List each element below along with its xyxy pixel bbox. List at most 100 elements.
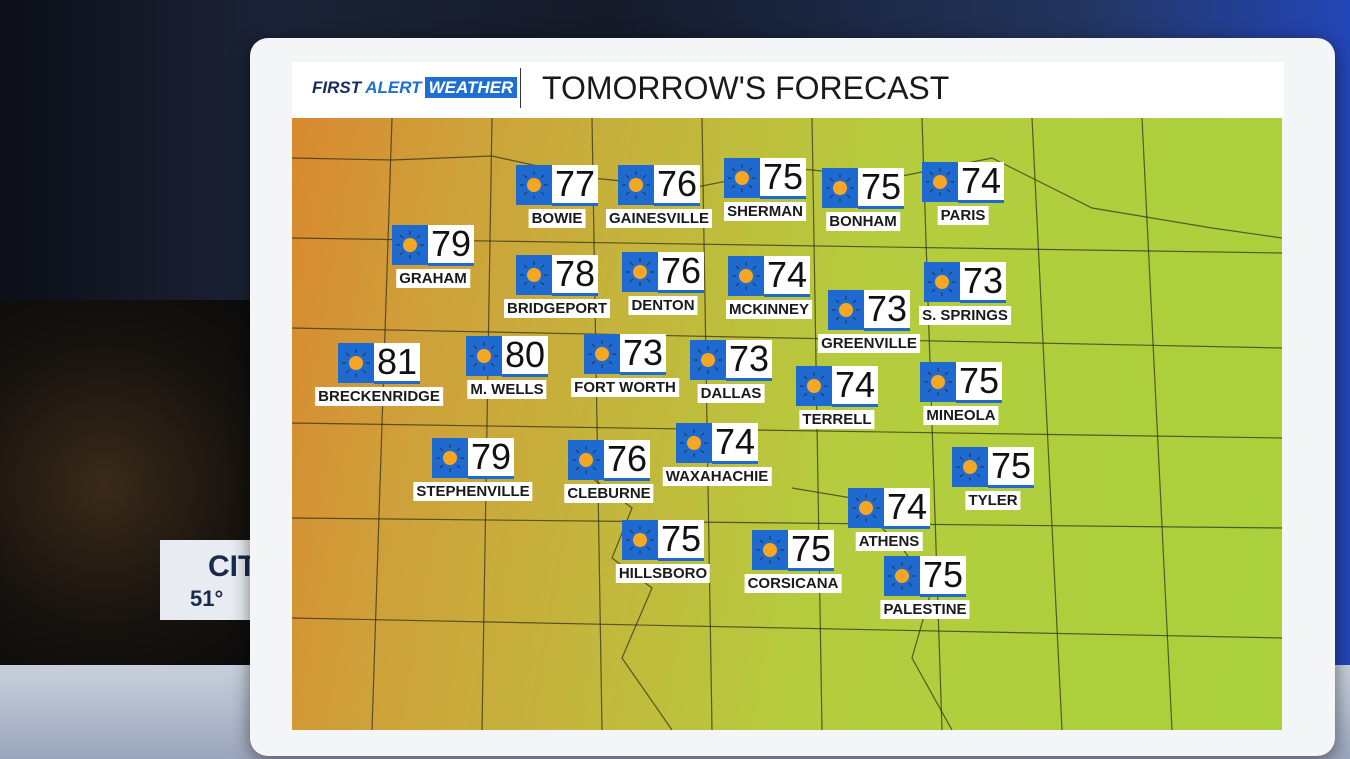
- city-name: PALESTINE: [880, 600, 970, 619]
- sun-ray: [976, 456, 981, 461]
- sun: [701, 353, 715, 367]
- city-temp: 74: [712, 423, 758, 464]
- sun-ray: [416, 251, 421, 256]
- sun: [807, 379, 821, 393]
- weather-icon: [392, 225, 428, 265]
- county-line: [591, 118, 603, 730]
- city-temp: 76: [604, 440, 650, 481]
- city-temp: 80: [502, 336, 548, 377]
- city-name: STEPHENVILLE: [413, 482, 533, 501]
- sun-ray: [927, 388, 932, 393]
- sun-ray: [629, 261, 634, 266]
- sun-ray: [735, 282, 740, 287]
- weather-icon: [618, 165, 654, 205]
- sun-ray: [591, 343, 596, 348]
- sun-ray: [803, 392, 808, 397]
- sun-ray: [362, 369, 367, 374]
- sun-ray: [846, 194, 851, 199]
- weather-icon: [924, 262, 960, 302]
- sun-ray: [345, 352, 350, 357]
- sun-icon: [826, 174, 854, 202]
- weather-icon: [568, 440, 604, 480]
- sun-ray: [439, 464, 444, 469]
- weather-icon: [584, 334, 620, 374]
- weather-icon: [920, 362, 956, 402]
- sun: [735, 171, 749, 185]
- sun-icon: [756, 536, 784, 564]
- city-name: BRECKENRIDGE: [315, 387, 443, 406]
- city-name: GAINESVILLE: [605, 209, 713, 228]
- sun-ray: [927, 371, 932, 376]
- sun-ray: [646, 529, 651, 534]
- sun-ray: [591, 360, 596, 365]
- city-name: MINEOLA: [923, 406, 999, 425]
- sun-ray: [683, 449, 688, 454]
- sun-ray: [592, 449, 597, 454]
- sun-ray: [976, 473, 981, 478]
- sun-ray: [929, 171, 934, 176]
- city-name: BRIDGEPORT: [503, 299, 611, 318]
- river: [591, 477, 673, 730]
- sun: [963, 460, 977, 474]
- sun-ray: [835, 316, 840, 321]
- weather-icon: [622, 520, 658, 560]
- sun-ray: [642, 191, 647, 196]
- sun: [687, 436, 701, 450]
- sun-ray: [456, 447, 461, 452]
- sun-icon: [436, 444, 464, 472]
- city-name: HILLSBORO: [615, 564, 711, 583]
- sun-ray: [931, 271, 936, 276]
- sun-icon: [342, 349, 370, 377]
- sun-ray: [948, 271, 953, 276]
- city-name: CLEBURNE: [564, 484, 654, 503]
- sun: [763, 543, 777, 557]
- city-temp: 73: [864, 290, 910, 331]
- county-line: [1141, 118, 1173, 730]
- sun-ray: [490, 362, 495, 367]
- city-name: WAXAHACHIE: [662, 467, 772, 486]
- sun: [933, 175, 947, 189]
- city-temp: 76: [658, 252, 704, 293]
- sun-ray: [803, 375, 808, 380]
- sun-icon: [928, 268, 956, 296]
- city-temp: 77: [552, 165, 598, 206]
- sun-icon: [852, 494, 880, 522]
- sun-ray: [439, 447, 444, 452]
- sun-ray: [456, 464, 461, 469]
- city-name: SHERMAN: [724, 202, 806, 221]
- city-temp: 76: [654, 165, 700, 206]
- sun-ray: [473, 362, 478, 367]
- sun-ray: [891, 565, 896, 570]
- brand-alert: ALERT: [365, 78, 422, 97]
- sun-ray: [523, 281, 528, 286]
- header: FIRST ALERT WEATHER TOMORROW'S FORECAST: [292, 62, 1284, 118]
- sun-ray: [697, 366, 702, 371]
- weather-icon: [516, 255, 552, 295]
- sun-ray: [683, 432, 688, 437]
- sun-ray: [608, 343, 613, 348]
- weather-icon: [952, 447, 988, 487]
- sun-ray: [629, 546, 634, 551]
- sun-ray: [629, 529, 634, 534]
- sun-ray: [625, 191, 630, 196]
- sun-ray: [944, 388, 949, 393]
- sun-ray: [540, 191, 545, 196]
- weather-icon: [466, 336, 502, 376]
- county-line: [1031, 118, 1063, 730]
- title: TOMORROW'S FORECAST: [542, 70, 950, 106]
- sun-ray: [642, 174, 647, 179]
- city-temp: 73: [960, 262, 1006, 303]
- sun-icon: [888, 562, 916, 590]
- sun-ray: [700, 432, 705, 437]
- brand: FIRST ALERT WEATHER: [312, 77, 518, 98]
- sun-ray: [345, 369, 350, 374]
- sun-ray: [852, 316, 857, 321]
- sun: [527, 178, 541, 192]
- sun-icon: [732, 262, 760, 290]
- sun-icon: [728, 164, 756, 192]
- city-temp: 74: [958, 162, 1004, 203]
- sun: [403, 238, 417, 252]
- sun-icon: [926, 168, 954, 196]
- sun-ray: [362, 352, 367, 357]
